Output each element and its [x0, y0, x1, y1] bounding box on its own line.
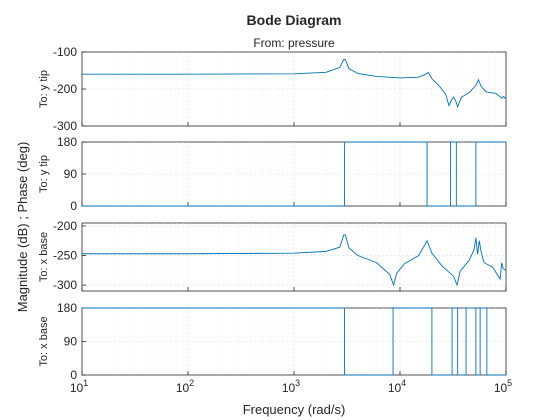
- y-tick-label: -100: [53, 45, 77, 59]
- subplot-4: 180 90 0 To: x base: [38, 301, 507, 382]
- y-tick-label: 180: [57, 301, 77, 315]
- phase-trace-4: [82, 307, 506, 376]
- row-label: To: y tip: [38, 155, 50, 193]
- subplot-2: 180 90 0 To: y tip: [38, 135, 507, 213]
- chart-subtitle: From: pressure: [253, 36, 335, 50]
- y-tick-label: 0: [70, 368, 77, 382]
- magnitude-trace-3: [82, 234, 507, 287]
- y-tick-label: -300: [53, 119, 77, 133]
- row-label: To: x base: [38, 316, 50, 366]
- x-tick-label: 105: [494, 378, 512, 395]
- chart-title: Bode Diagram: [247, 12, 342, 28]
- x-tick-label: 104: [388, 378, 406, 395]
- x-axis-label: Frequency (rad/s): [243, 402, 346, 417]
- y-axis-label: Magnitude (dB) ; Phase (deg): [15, 142, 30, 313]
- y-tick-label: 90: [64, 167, 78, 181]
- phase-trace-2: [82, 141, 506, 207]
- magnitude-trace-1: [82, 58, 506, 109]
- row-label: To: y tip: [38, 70, 50, 108]
- y-tick-label: 180: [57, 135, 77, 149]
- row-label: To: x base: [38, 232, 50, 282]
- y-tick-label: -200: [53, 82, 77, 96]
- x-tick-label: 102: [176, 378, 194, 395]
- y-tick-label: -250: [53, 249, 77, 263]
- y-tick-label: -200: [53, 219, 77, 233]
- y-tick-label: 90: [64, 335, 78, 349]
- x-tick-label: 103: [282, 378, 300, 395]
- y-tick-label: 0: [70, 199, 77, 213]
- x-tick-labels: 101 102 103 104 105: [70, 378, 512, 395]
- x-tick-label: 101: [70, 378, 88, 395]
- y-tick-label: -300: [53, 278, 77, 292]
